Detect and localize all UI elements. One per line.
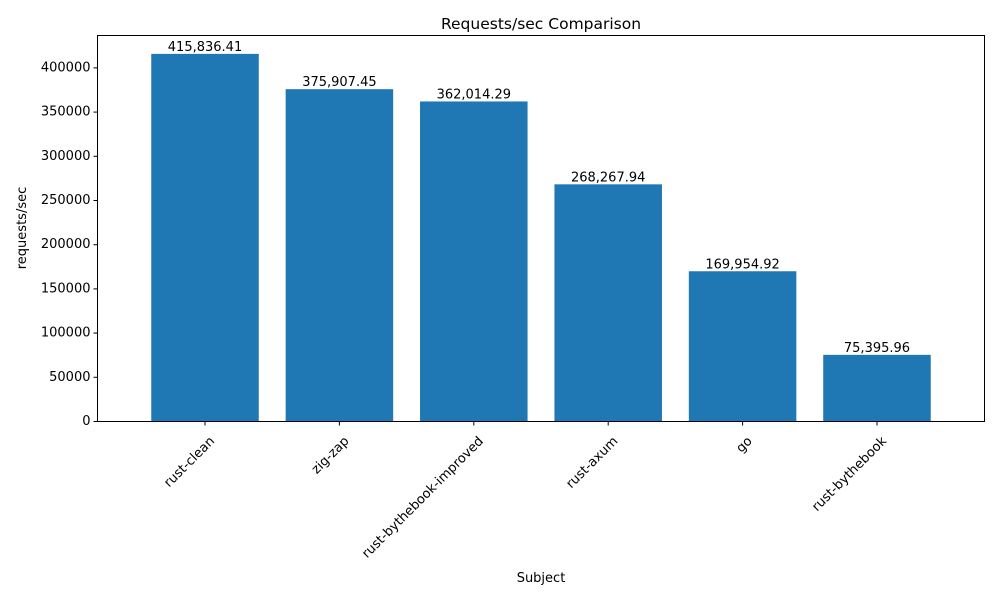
plot-frame xyxy=(97,35,985,422)
bars-layer xyxy=(151,53,931,422)
x-tick-label-zig-zap: zig-zap xyxy=(309,434,352,477)
x-axis-label: Subject xyxy=(517,571,566,586)
data-labels-layer: 415,836.41 375,907.45 362,014.29 268,267.94… xyxy=(168,40,910,356)
y-tick-label: 350000 xyxy=(41,105,91,120)
y-tick-label: 0 xyxy=(82,414,90,429)
y-tick-label: 50000 xyxy=(49,370,90,385)
y-tick-label: 300000 xyxy=(41,149,91,164)
chart-title: Requests/sec Comparison xyxy=(441,15,641,33)
bar-zig-zap xyxy=(285,89,394,422)
x-tick-label-rust-bythebook-improved: rust-bythebook-improved xyxy=(359,434,486,561)
data-label-zig-zap: 375,907.45 xyxy=(302,75,376,90)
x-tick-label-rust-clean: rust-clean xyxy=(161,434,218,491)
x-tick-label-rust-bythebook: rust-bythebook xyxy=(809,434,890,515)
x-axis: rust-clean zig-zap rust-bythebook-improved… xyxy=(161,421,890,561)
data-label-rust-bythebook: 75,395.96 xyxy=(844,341,910,356)
bar-rust-clean xyxy=(151,53,259,422)
bar-go xyxy=(688,271,797,422)
data-label-rust-clean: 415,836.41 xyxy=(168,40,242,55)
x-tick-label-go: go xyxy=(734,434,756,456)
y-tick-label: 150000 xyxy=(41,281,91,296)
y-axis: 0 50000 100000 150000 200000 250000 300000 3500… xyxy=(41,60,98,429)
data-label-go: 169,954.92 xyxy=(705,257,779,272)
bar-rust-bythebook xyxy=(823,354,931,422)
bar-rust-bythebook-improved xyxy=(420,101,528,422)
y-tick-label: 200000 xyxy=(41,237,91,252)
y-tick-label: 400000 xyxy=(41,60,91,75)
data-label-rust-bythebook-improved: 362,014.29 xyxy=(437,87,511,102)
data-label-rust-axum: 268,267.94 xyxy=(571,170,645,185)
y-tick-label: 250000 xyxy=(41,193,91,208)
x-tick-label-rust-axum: rust-axum xyxy=(563,434,621,492)
y-axis-label: requests/sec xyxy=(15,187,30,270)
bar-rust-axum xyxy=(554,184,662,422)
y-tick-label: 100000 xyxy=(41,326,91,341)
